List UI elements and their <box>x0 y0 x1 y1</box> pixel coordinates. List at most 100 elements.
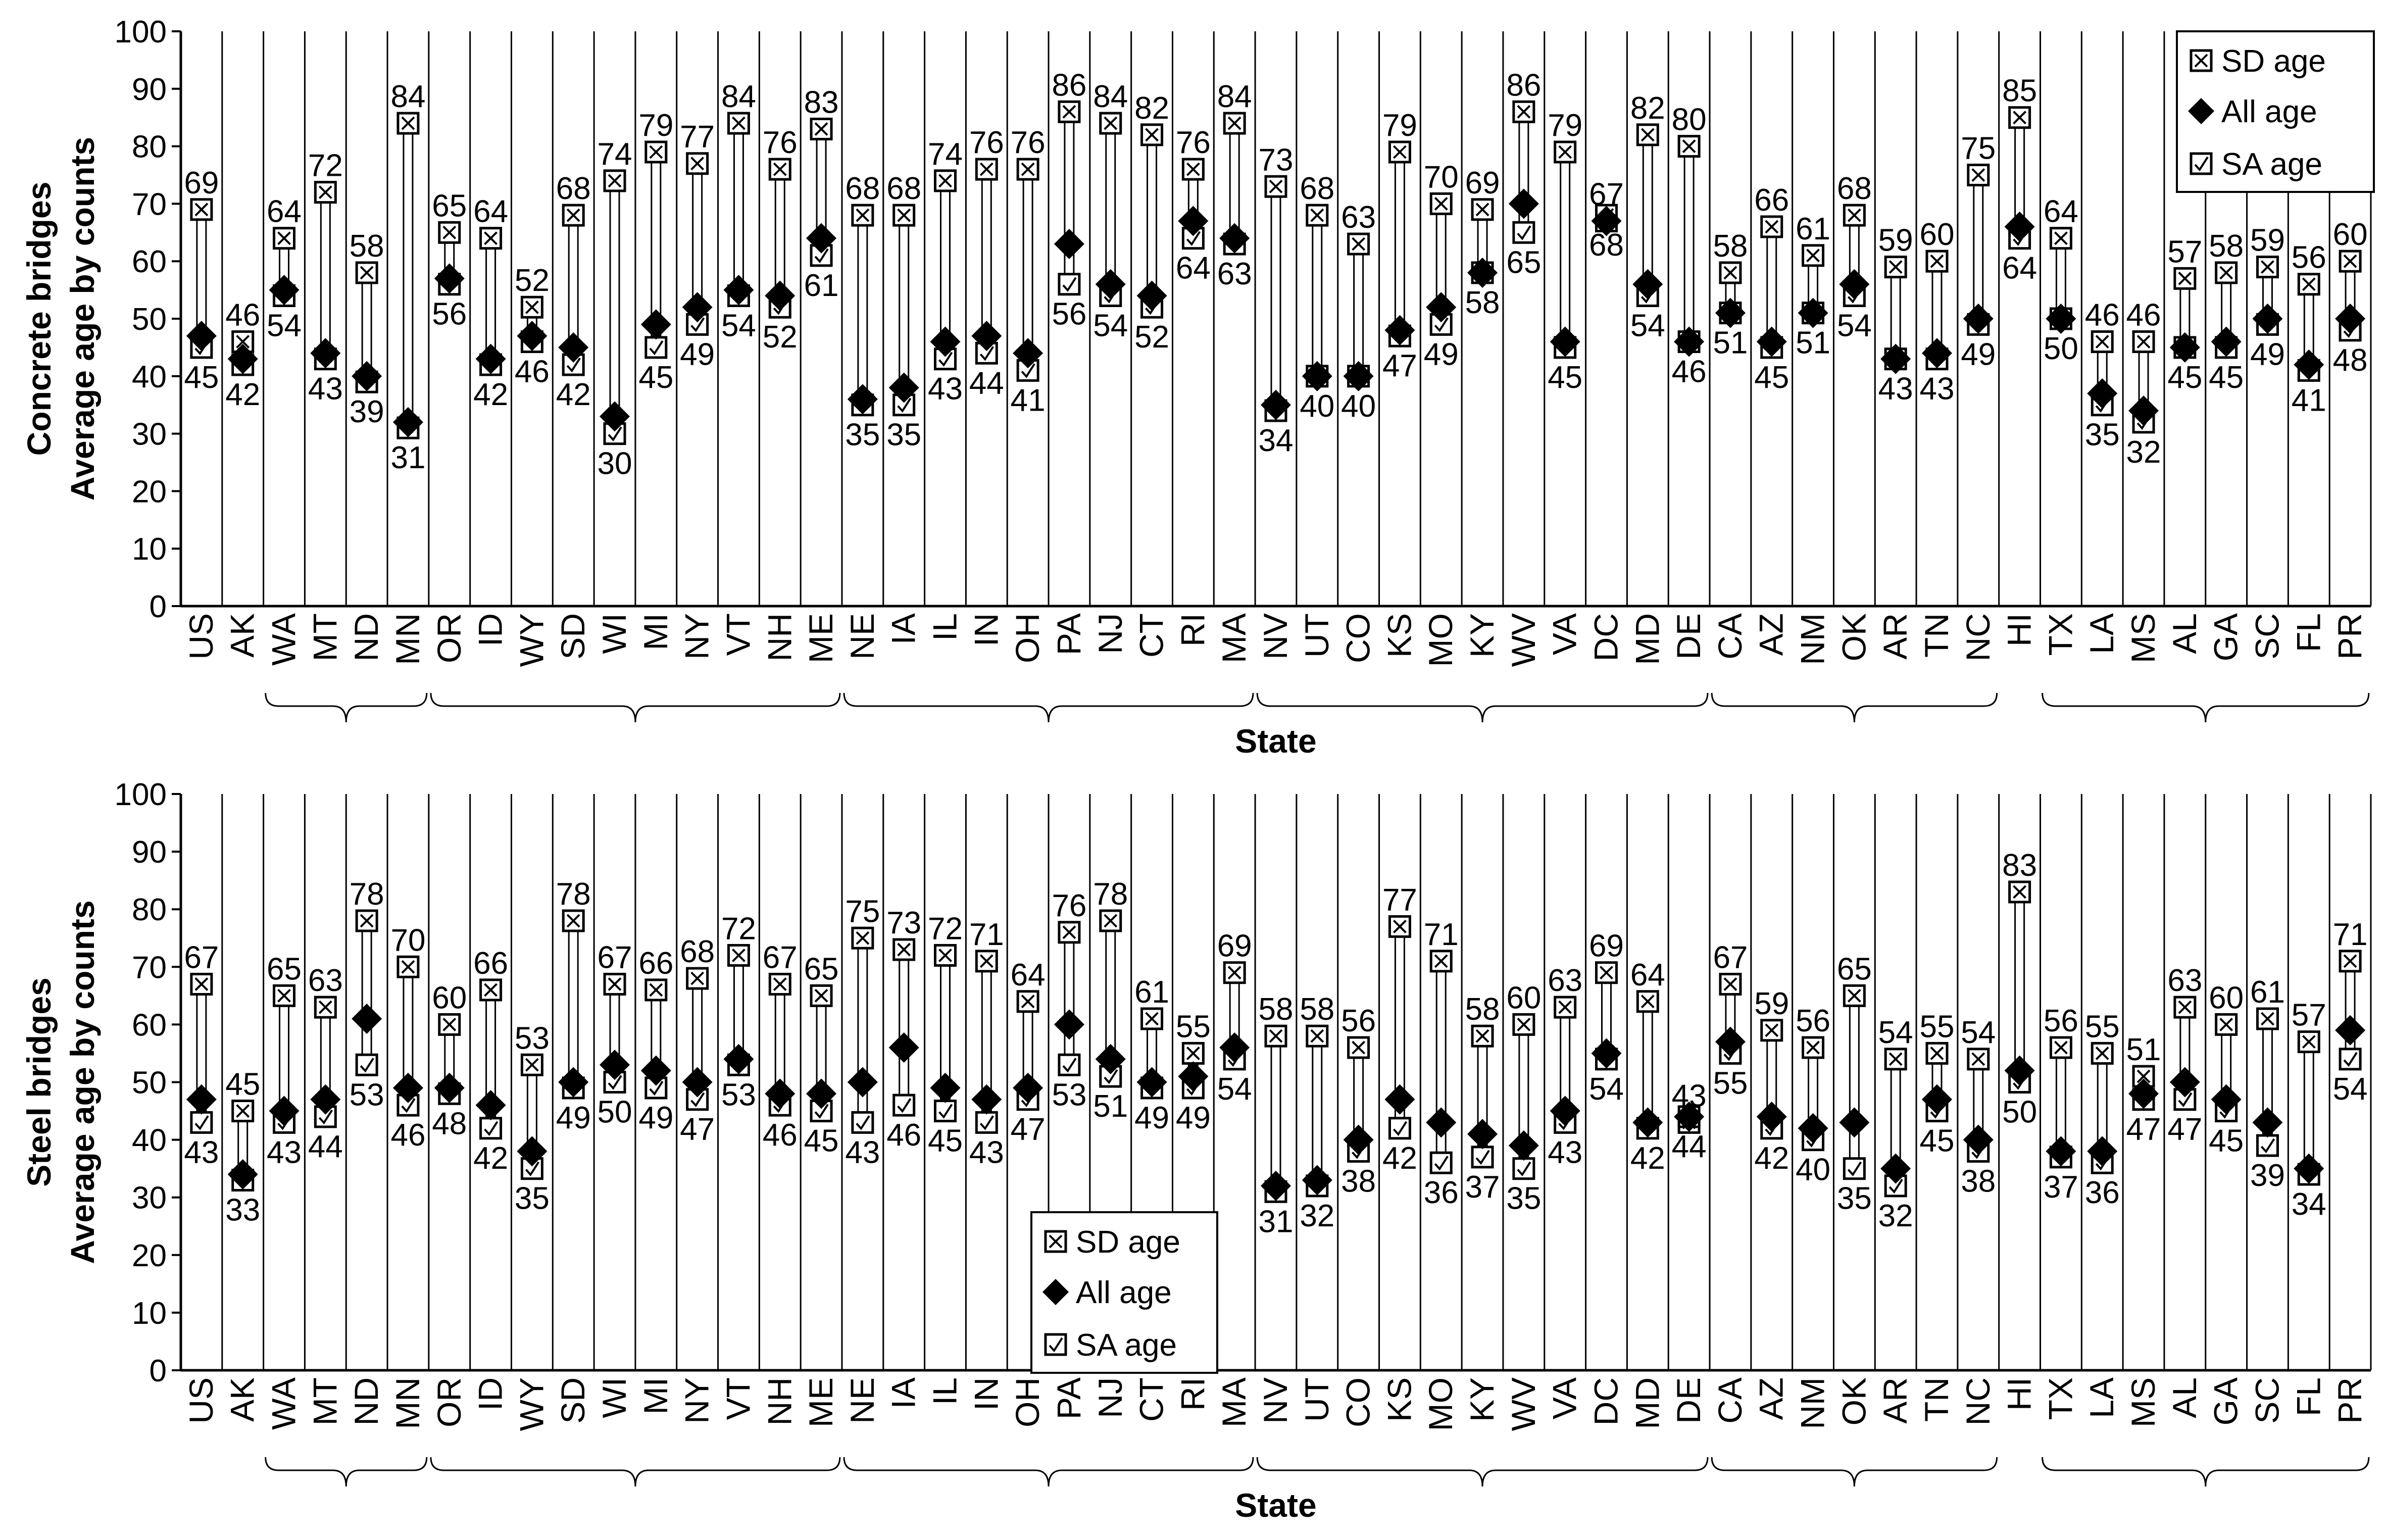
x-tick-label: IL <box>926 1377 964 1405</box>
sd-age-marker <box>2215 261 2238 284</box>
x-tick-label: MO <box>1422 1377 1459 1431</box>
sd-age-label: 43 <box>1672 1078 1707 1113</box>
sa-age-marker <box>1843 1157 1866 1180</box>
sa-age-label: 65 <box>1506 245 1541 280</box>
sd-age-label: 69 <box>1589 929 1624 964</box>
sd-age-label: 55 <box>1176 1009 1211 1044</box>
sd-age-marker <box>1925 250 1949 273</box>
all-age-marker <box>269 1096 300 1126</box>
all-age-marker <box>1219 223 1250 254</box>
all-age-marker <box>1550 326 1580 357</box>
sd-age-label: 58 <box>1713 229 1748 264</box>
sd-age-marker <box>851 926 874 950</box>
sd-age-label: 65 <box>267 952 302 986</box>
sa-age-label: 42 <box>1382 1141 1417 1176</box>
all-age-marker <box>2004 1055 2035 1086</box>
sd-age-label: 78 <box>350 877 384 912</box>
sa-age-label: 47 <box>1011 1112 1046 1147</box>
x-tick-label: MO <box>1422 613 1459 667</box>
region-bracket <box>1256 1457 1709 1487</box>
y-axis-title-line1: Steel bridges <box>20 977 58 1186</box>
sd-age-marker <box>1388 915 1411 938</box>
sd-age-label: 72 <box>928 911 963 946</box>
sd-age-label: 69 <box>184 166 219 201</box>
sd-age-label: 69 <box>1465 166 1500 201</box>
sa-age-label: 43 <box>308 372 343 407</box>
sa-age-marker <box>644 1076 668 1100</box>
x-tick-label: GA <box>2207 1377 2245 1425</box>
sa-age-label: 45 <box>1548 360 1582 395</box>
region-bracket <box>1711 692 1998 723</box>
sd-age-label: 67 <box>598 940 632 975</box>
sd-age-marker <box>1760 1019 1783 1042</box>
x-tick-label: CT <box>1133 613 1170 658</box>
all-age-marker <box>2087 378 2118 409</box>
sd-age-label: 68 <box>1300 171 1334 206</box>
sd-age-label: 58 <box>350 229 384 264</box>
all-age-marker <box>1054 1009 1084 1040</box>
all-age-marker <box>1508 1130 1539 1161</box>
sd-age-marker <box>1347 232 1370 256</box>
x-tick-label: OK <box>1835 1377 1872 1425</box>
x-tick-label: WI <box>595 1377 633 1418</box>
x-tick-label: WV <box>1505 1377 1542 1431</box>
all-age-marker <box>1013 1072 1043 1103</box>
sd-age-marker <box>1140 1007 1164 1030</box>
sa-age-marker <box>2339 1048 2362 1071</box>
x-tick-label: AR <box>1876 613 1914 660</box>
x-tick-label: NE <box>843 613 881 660</box>
all-age-marker <box>1384 1084 1415 1115</box>
sd-age-label: 54 <box>1878 1015 1913 1050</box>
sd-age-label: 68 <box>886 171 921 206</box>
x-tick-label: VT <box>719 1377 757 1420</box>
sa-age-label: 35 <box>1837 1181 1872 1216</box>
all-age-marker <box>434 1072 465 1103</box>
all-age-marker <box>186 321 217 352</box>
y-tick-label: 30 <box>132 417 167 452</box>
all-age-marker <box>1715 297 1746 328</box>
x-tick-label: CO <box>1339 613 1377 663</box>
sd-age-marker <box>1016 990 1039 1013</box>
sa-age-label: 52 <box>763 320 798 355</box>
sd-age-label: 58 <box>1465 992 1500 1027</box>
x-tick-label: ND <box>347 1377 385 1425</box>
x-tick-label: NE <box>843 1377 881 1424</box>
all-age-marker <box>1302 361 1332 391</box>
x-tick-label: MA <box>1215 1377 1253 1427</box>
all-age-marker <box>1839 1107 1870 1138</box>
sd-age-marker <box>2132 330 2155 354</box>
sd-age-label: 65 <box>432 188 467 223</box>
all-age-marker <box>558 332 589 363</box>
y-tick-label: 90 <box>132 72 167 107</box>
sa-age-label: 43 <box>969 1135 1004 1170</box>
x-tick-label: US <box>182 613 220 660</box>
x-tick-label: OK <box>1835 613 1872 661</box>
all-age-marker <box>1426 292 1457 323</box>
sd-age-label: 63 <box>1548 963 1582 998</box>
all-age-marker <box>1136 280 1167 311</box>
sd-age-marker <box>934 169 957 192</box>
sa-age-label: 45 <box>928 1124 963 1159</box>
sa-age-label: 43 <box>928 372 963 407</box>
legend-label-all-age: All age <box>1076 1275 1172 1310</box>
sa-age-marker <box>355 1053 378 1076</box>
sd-age-label: 76 <box>763 125 798 160</box>
sd-age-marker <box>520 295 543 319</box>
sd-age-marker <box>2256 256 2279 279</box>
x-tick-label: MA <box>1215 613 1253 663</box>
y-tick-label: 0 <box>150 1354 167 1388</box>
legend: SD age All age SA age <box>1030 1211 1218 1374</box>
sd-age-marker <box>975 950 998 973</box>
sa-age-label: 43 <box>267 1135 302 1170</box>
sa-age-label: 39 <box>2250 1158 2285 1193</box>
sd-age-marker <box>975 158 998 181</box>
sd-age-label: 59 <box>2250 223 2285 258</box>
sd-age-label: 59 <box>1754 986 1789 1021</box>
sd-age-marker <box>2173 996 2197 1019</box>
sd-age-label: 64 <box>267 194 302 229</box>
all-age-marker <box>1839 269 1870 300</box>
sd-age-marker <box>1925 1041 1949 1065</box>
sd-age-marker <box>2049 1036 2072 1059</box>
sa-age-label: 44 <box>969 366 1004 401</box>
